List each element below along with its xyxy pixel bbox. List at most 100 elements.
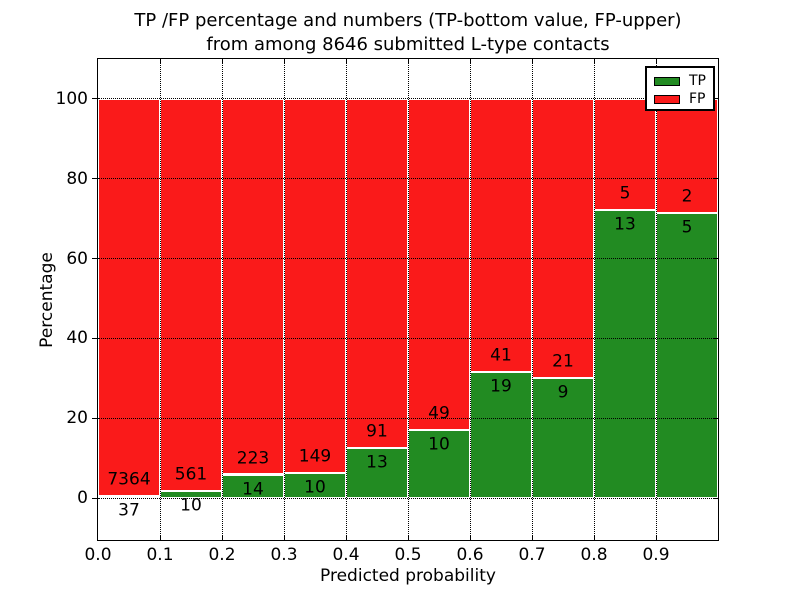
x-tick-mark [531,59,533,63]
y-tick-mark [92,258,97,260]
tp-count-label: 9 [557,382,569,403]
y-tick-mark [714,258,718,260]
fp-count-label: 2 [681,186,693,207]
x-tick-mark [593,536,595,540]
y-tick-mark [92,178,97,180]
x-gridline [531,59,533,540]
tp-count-label: 37 [118,500,140,521]
y-tick-mark [714,178,718,180]
fp-count-label: 5 [619,183,631,204]
fp-bar-segment [656,98,718,213]
x-tick-mark [469,59,471,63]
y-gridline [98,258,718,260]
y-tick-label: 100 [55,88,88,109]
x-tick-mark [407,59,409,63]
tp-count-label: 19 [490,376,512,397]
y-tick-mark [714,98,718,100]
x-tick-label: 0.2 [208,545,236,565]
x-tick-label: 0.1 [146,545,174,565]
y-gridline [98,417,718,419]
x-gridline [593,59,595,540]
x-tick-mark [283,536,285,540]
x-tick-label: 0.0 [84,545,112,565]
x-tick-label: 0.9 [642,545,670,565]
y-gridline [98,337,718,339]
tp-bar-segment [594,209,656,499]
x-tick-mark [655,536,657,540]
y-tick-label: 40 [66,328,88,349]
fp-count-label: 41 [490,345,512,366]
x-tick-mark [221,536,223,540]
chart-title-line2: from among 8646 submitted L-type contact… [206,34,610,55]
tp-bar-segment [408,430,470,499]
x-gridline [221,59,223,540]
x-tick-label: 0.7 [518,545,546,565]
legend-swatch-tp-icon [654,76,680,86]
x-tick-mark [593,59,595,63]
x-tick-mark [407,536,409,540]
x-gridline [407,59,409,540]
x-tick-mark [531,536,533,540]
x-tick-label: 0.5 [394,545,422,565]
x-gridline [469,59,471,540]
x-gridline [159,59,161,540]
tp-bar-segment [532,378,594,499]
x-tick-mark [655,59,657,63]
x-gridline [345,59,347,540]
x-tick-label: 0.8 [580,545,608,565]
y-tick-mark [92,497,97,499]
fp-bar-segment [346,98,408,449]
fp-bar-segment [160,98,222,492]
legend-label-tp: TP [689,73,706,89]
tp-count-label: 10 [428,434,450,455]
y-tick-mark [92,337,97,339]
tp-count-label: 14 [242,479,264,499]
y-gridline [98,178,718,180]
x-axis-label: Predicted probability [320,566,496,586]
tp-count-label: 13 [366,452,388,473]
x-tick-mark [283,59,285,63]
chart-title-line1: TP /FP percentage and numbers (TP-bottom… [134,10,682,31]
y-tick-mark [714,497,718,499]
x-gridline [283,59,285,540]
legend-entry-tp: TP [654,72,708,90]
tp-count-label: 5 [681,217,693,238]
x-tick-mark [345,536,347,540]
x-tick-mark [159,59,161,63]
fp-bar-segment [222,98,284,475]
fp-bar-segment [408,98,470,431]
tp-bar-segment [284,472,346,499]
tp-count-label: 10 [180,495,202,516]
tp-bar-segment [656,212,718,499]
fp-count-label: 49 [428,403,450,424]
fp-count-label: 561 [174,464,208,485]
x-tick-label: 0.6 [456,545,484,565]
x-tick-label: 0.4 [332,545,360,565]
y-tick-mark [714,417,718,419]
y-gridline [98,98,718,100]
legend-entry-fp: FP [654,90,708,108]
y-tick-label: 60 [66,248,88,269]
fp-count-label: 149 [298,446,332,467]
fp-count-label: 21 [552,351,574,372]
legend-label-fp: FP [689,91,706,107]
fp-bar-segment [284,98,346,473]
y-tick-mark [92,417,97,419]
y-tick-label: 0 [77,488,88,509]
x-tick-mark [345,59,347,63]
y-tick-mark [714,337,718,339]
fp-bar-segment [594,98,656,210]
legend-swatch-fp-icon [654,94,680,104]
fp-bar-segment [98,98,160,497]
y-tick-mark [92,98,97,100]
x-tick-mark [159,536,161,540]
y-tick-label: 20 [66,408,88,429]
x-tick-label: 0.3 [270,545,298,565]
tp-count-label: 13 [614,214,636,235]
x-tick-mark [221,59,223,63]
fp-count-label: 7364 [107,469,151,490]
plot-area: 7364 37 561 10 223 14 149 10 91 13 49 10 41 19 21 9 5 13 2… [92,58,719,541]
x-gridline [655,59,657,540]
fp-bar-segment [470,98,532,372]
